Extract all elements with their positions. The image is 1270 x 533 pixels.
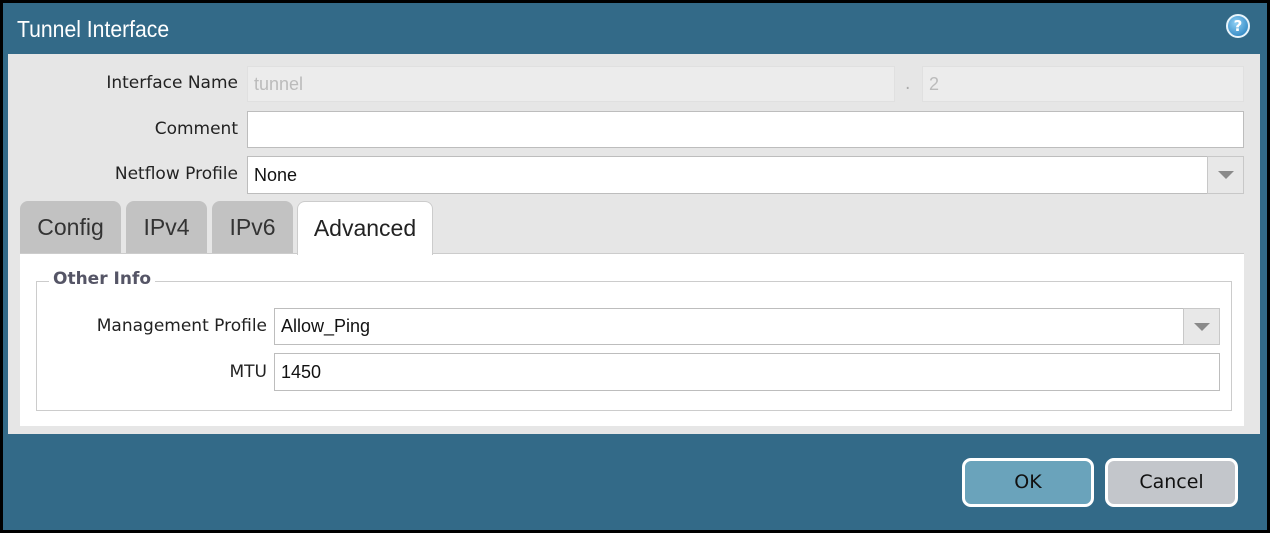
ok-button[interactable]: OK — [962, 458, 1094, 507]
other-info-group: Other Info Management Profile Allow_Ping… — [36, 269, 1232, 411]
netflow-dropdown-arrow-icon[interactable] — [1207, 156, 1244, 194]
tab-config[interactable]: Config — [20, 201, 121, 254]
dialog-body: Interface Name tunnel . 2 Comment Netflo… — [8, 54, 1260, 434]
management-profile-label: Management Profile — [96, 316, 267, 336]
tab-advanced[interactable]: Advanced — [297, 201, 433, 255]
interface-name-input: tunnel — [247, 66, 895, 102]
tunnel-interface-dialog: Tunnel Interface ? Interface Name tunnel… — [3, 3, 1267, 530]
mtu-input[interactable]: 1450 — [274, 353, 1220, 391]
interface-name-label: Interface Name — [106, 73, 238, 93]
interface-suffix-input[interactable]: 2 — [922, 66, 1244, 102]
tab-ipv4[interactable]: IPv4 — [126, 201, 207, 254]
tab-ipv6[interactable]: IPv6 — [212, 201, 293, 254]
mtu-label: MTU — [229, 362, 268, 382]
netflow-profile-label: Netflow Profile — [114, 164, 238, 184]
advanced-tab-content: Other Info Management Profile Allow_Ping… — [20, 253, 1244, 426]
management-profile-select[interactable]: Allow_Ping — [274, 308, 1184, 345]
comment-label: Comment — [154, 119, 238, 139]
netflow-profile-select[interactable]: None — [247, 156, 1208, 194]
help-icon[interactable]: ? — [1226, 14, 1250, 38]
management-profile-dropdown-arrow-icon[interactable] — [1183, 308, 1220, 345]
interface-name-separator: . — [905, 74, 911, 94]
dialog-title: Tunnel Interface — [17, 16, 170, 42]
comment-input[interactable] — [247, 111, 1244, 148]
cancel-button[interactable]: Cancel — [1105, 458, 1238, 507]
other-info-title: Other Info — [49, 269, 156, 289]
